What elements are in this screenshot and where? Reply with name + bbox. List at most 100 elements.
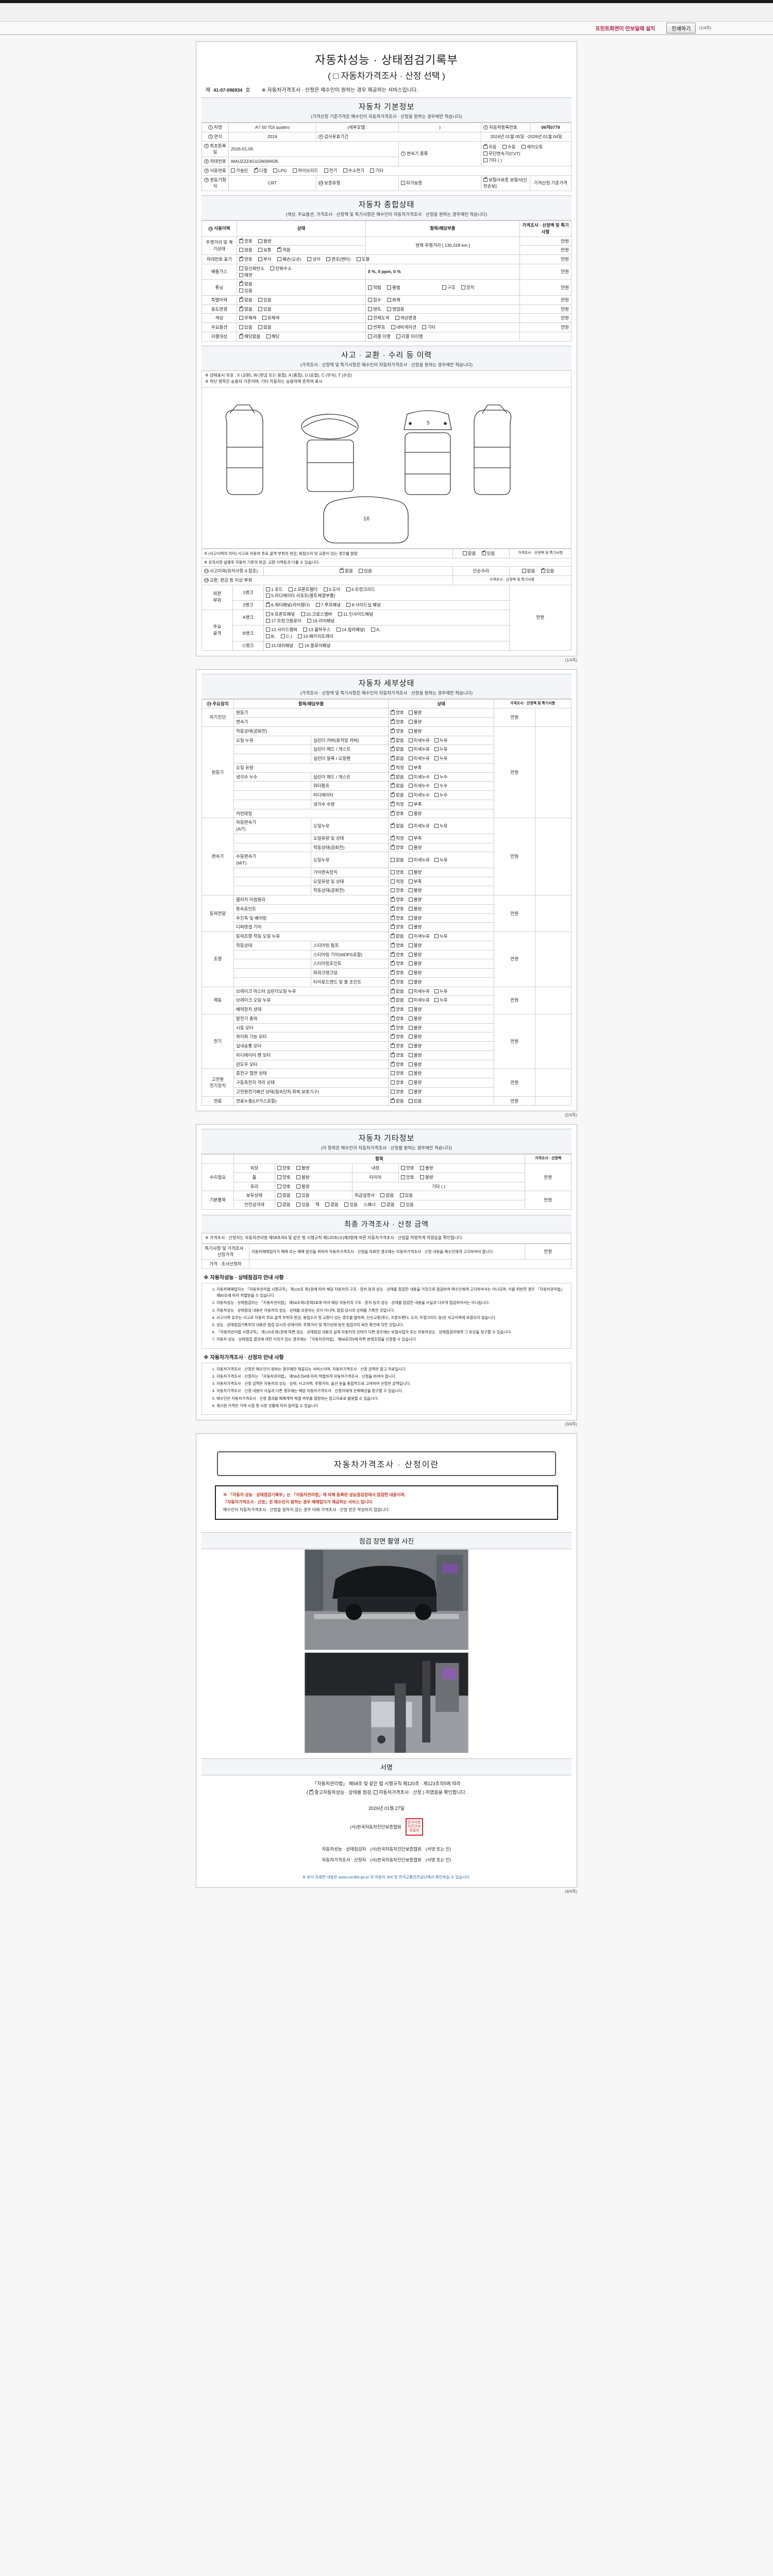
fuel-opt-diesel[interactable]: 디젤 [254, 167, 267, 174]
trans-opt-auto[interactable]: 자동 [483, 143, 497, 150]
trans-opt-semiauto[interactable]: 세미오토 [522, 144, 543, 150]
detail-option[interactable]: 불량 [408, 1052, 422, 1059]
detail-option[interactable]: 누수 [434, 774, 448, 781]
detail-option[interactable]: 없음 [391, 857, 404, 863]
detail-option[interactable]: 양호 [391, 810, 404, 817]
detail-option[interactable]: 없음 [391, 782, 404, 789]
detail-option[interactable]: 양호 [391, 844, 404, 851]
detail-option[interactable]: 미세누수 [408, 774, 430, 781]
detail-option[interactable]: 없음 [391, 1097, 404, 1105]
detail-option[interactable]: 적정 [391, 801, 404, 808]
detail-option[interactable]: 부족 [408, 878, 422, 885]
detail-option[interactable]: 불량 [408, 1015, 422, 1022]
detail-option[interactable]: 양호 [391, 1070, 404, 1077]
detail-option[interactable]: 불량 [408, 942, 422, 949]
detail-option[interactable]: 양호 [391, 1015, 404, 1022]
detail-option[interactable]: 없음 [391, 737, 404, 744]
fuel-opt-hydrogen[interactable]: 수소전기 [343, 167, 364, 174]
detail-option[interactable]: 양호 [391, 960, 404, 967]
detail-option[interactable]: 양호 [391, 718, 404, 725]
detail-option[interactable]: 불량 [408, 728, 422, 735]
detail-option[interactable]: 부족 [408, 765, 422, 771]
detail-option[interactable]: 양호 [391, 896, 404, 903]
detail-option[interactable]: 양호 [391, 969, 404, 976]
detail-option[interactable]: 불량 [408, 924, 422, 930]
fuel-opt-gasoline[interactable]: 가솔린 [231, 167, 248, 174]
fuel-opt-lpg[interactable]: LPG [273, 167, 287, 174]
detail-option[interactable]: 미세누유 [408, 746, 430, 753]
detail-option[interactable]: 없음 [391, 822, 404, 829]
detail-option[interactable]: 누유 [434, 933, 448, 940]
detail-option[interactable]: 불량 [408, 906, 422, 912]
detail-option[interactable]: 적정 [391, 878, 404, 885]
detail-option[interactable]: 미세누유 [408, 933, 430, 940]
detail-option[interactable]: 양호 [391, 709, 404, 716]
detail-option[interactable]: 누유 [434, 997, 448, 1004]
fuel-opt-electric[interactable]: 전기 [324, 167, 337, 174]
detail-option[interactable]: 불량 [408, 1089, 422, 1095]
detail-option[interactable]: 불량 [408, 719, 422, 725]
detail-option[interactable]: 미세누유 [408, 823, 430, 829]
detail-option[interactable]: 불량 [408, 896, 422, 903]
detail-option[interactable]: 미세누유 [408, 737, 430, 744]
detail-option[interactable]: 미세누유 [408, 857, 430, 863]
detail-option[interactable]: 양호 [391, 1042, 404, 1049]
detail-option[interactable]: 없음 [391, 933, 404, 940]
detail-option[interactable]: 양호 [391, 951, 404, 958]
detail-option[interactable]: 양호 [391, 1061, 404, 1068]
detail-option[interactable]: 불량 [408, 1025, 422, 1031]
detail-option[interactable]: 미세누수 [408, 783, 430, 789]
detail-option[interactable]: 불량 [408, 709, 422, 716]
warranty-insurer[interactable]: 보험사보증 보험사[신한손보] [481, 175, 530, 191]
detail-option[interactable]: 미세누수 [408, 792, 430, 799]
detail-option[interactable]: 누유 [434, 857, 448, 863]
detail-option[interactable]: 누유 [434, 755, 448, 762]
detail-option[interactable]: 불량 [408, 1006, 422, 1013]
detail-option[interactable]: 없음 [391, 745, 404, 753]
print-button[interactable]: 인쇄하기 [666, 22, 696, 33]
detail-option[interactable]: 누유 [434, 823, 448, 829]
detail-option[interactable]: 불량 [408, 915, 422, 922]
detail-option[interactable]: 누유 [434, 746, 448, 753]
detail-option[interactable]: 불량 [408, 869, 422, 876]
detail-option[interactable]: 불량 [408, 844, 422, 851]
detail-option[interactable]: 불량 [408, 887, 422, 894]
detail-option[interactable]: 양호 [391, 914, 404, 922]
detail-option[interactable]: 불량 [408, 960, 422, 967]
detail-option[interactable]: 적정 [391, 764, 404, 771]
detail-option[interactable]: 양호 [391, 942, 404, 949]
sign-check-performance[interactable] [309, 1789, 314, 1795]
detail-option[interactable]: 양호 [391, 1006, 404, 1013]
detail-option[interactable]: 부족 [408, 801, 422, 808]
detail-option[interactable]: 없음 [391, 996, 404, 1004]
detail-option[interactable]: 불량 [408, 970, 422, 976]
detail-option[interactable]: 부족 [408, 835, 422, 842]
detail-option[interactable]: 불량 [408, 1033, 422, 1040]
detail-option[interactable]: 없음 [391, 773, 404, 781]
trans-opt-cvt[interactable]: 무단변속기(CVT) [483, 150, 520, 157]
detail-option[interactable]: 양호 [391, 923, 404, 930]
detail-option[interactable]: 없음 [391, 988, 404, 995]
warranty-opt-self[interactable]: 자가보증 [401, 180, 422, 187]
detail-option[interactable]: 누수 [434, 792, 448, 799]
trans-opt-manual[interactable]: 수동 [502, 144, 516, 150]
detail-option[interactable]: 불량 [408, 1061, 422, 1068]
detail-option[interactable]: 양호 [391, 727, 404, 735]
detail-option[interactable]: 불량 [408, 810, 422, 817]
fuel-opt-hybrid[interactable]: 하이브리드 [293, 167, 318, 174]
detail-option[interactable]: 양호 [391, 887, 404, 894]
detail-option[interactable]: 없음 [391, 791, 404, 799]
detail-option[interactable]: 불량 [408, 1043, 422, 1049]
detail-option[interactable]: 불량 [408, 1070, 422, 1077]
detail-option[interactable]: 양호 [391, 1024, 404, 1031]
sign-check-price[interactable] [374, 1790, 378, 1795]
detail-option[interactable]: 양호 [391, 1079, 404, 1086]
trans-opt-other[interactable]: 기타 ( ) [483, 157, 502, 164]
detail-option[interactable]: 적정 [391, 835, 404, 842]
detail-option[interactable]: 양호 [391, 905, 404, 912]
detail-option[interactable]: 미세누유 [408, 755, 430, 762]
detail-option[interactable]: 누수 [434, 783, 448, 789]
fuel-opt-other[interactable]: 기타 [370, 167, 383, 174]
detail-option[interactable]: 누유 [434, 988, 448, 995]
detail-option[interactable]: 양호 [391, 869, 404, 876]
